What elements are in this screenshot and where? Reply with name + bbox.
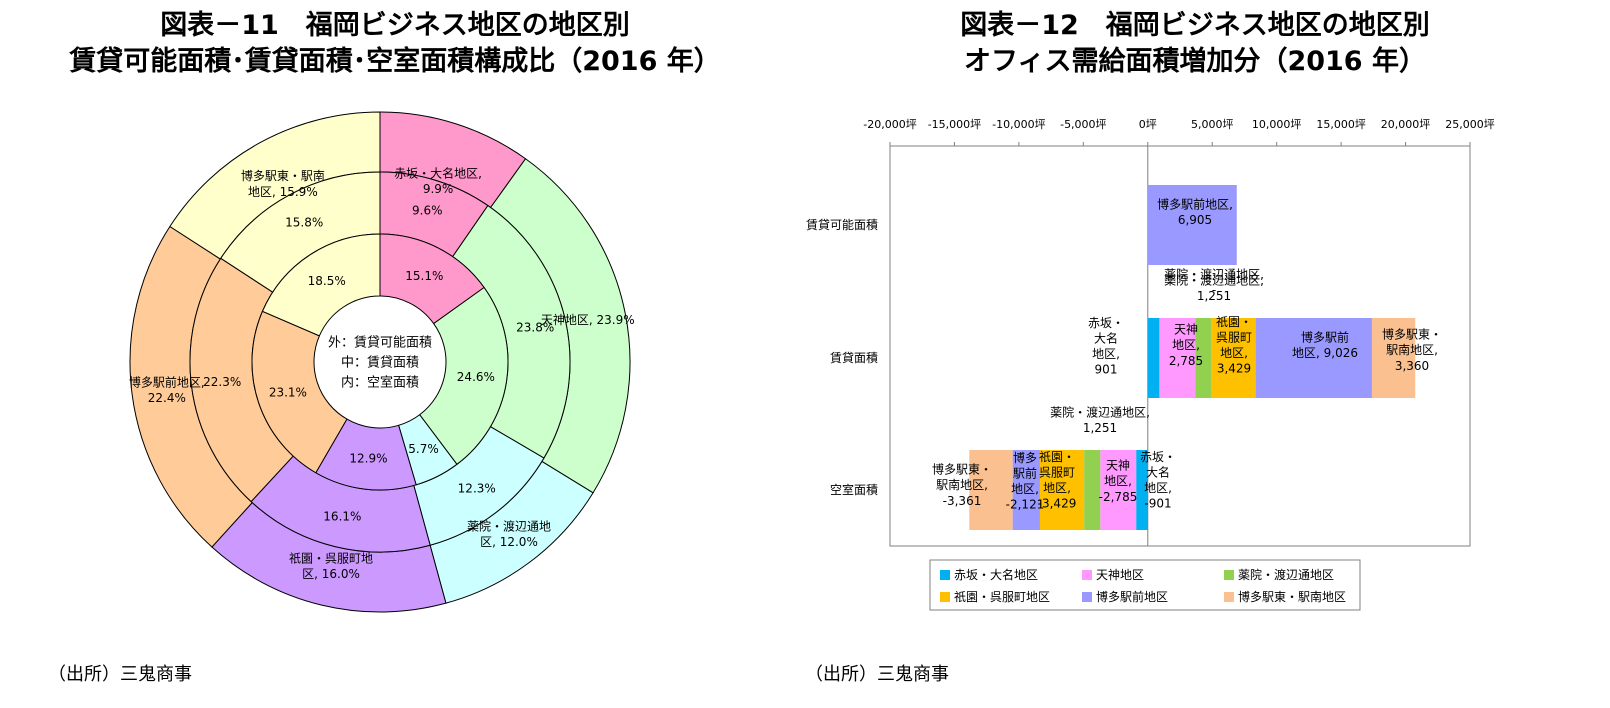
donut-outer-label-2: 薬院・渡辺通地区, 12.0% [467,518,551,549]
donut-label-ring1-5: 15.8% [285,215,323,229]
data-label-1-4: 博多駅前地区, 9,026 [1292,329,1358,360]
data-label-2-3: 祇園・呉服町地区, -3,429 [1038,450,1077,511]
data-label-2-1: 天神地区, -2,785 [1099,459,1138,504]
donut-label-ring2-0: 15.1% [405,269,443,283]
legend-swatch-4 [1082,592,1092,602]
bar-1-0 [1147,318,1160,398]
bar-2-1 [1100,450,1137,530]
chart-title-left: 図表－11 福岡ビジネス地区の地区別 賃貸可能面積･賃貸面積･空室面積構成比（2… [0,8,790,80]
category-label-1: 賃貸面積 [830,350,878,365]
legend-label-0: 赤坂・大名地区 [954,567,1038,582]
x-tick-label-7: 15,000坪 [1316,118,1366,131]
stacked-bar-chart: -20,000坪 -15,000坪 -10,000坪 -5,000坪 0坪 5,000坪 1… [806,118,1495,611]
legend-swatch-0 [940,570,950,580]
data-label-1-0: 赤坂・大名地区, 901 [1088,316,1124,377]
bar-2-4 [1012,450,1040,530]
data-label-1-3: 祇園・呉服町地区, 3,429 [1216,315,1252,376]
data-label-2-5: 博多駅東・駅南地区, -3,361 [932,462,992,508]
donut-chart: 9.6% 23.8% 12.3% 16.1% 22.3% 15.8% 15.1% 24.6% 5… [129,111,635,613]
donut-outer-label-5: 博多駅東・駅南地区, 15.9% [241,168,325,199]
x-tick-label-5: 5,000坪 [1191,118,1234,131]
donut-outer-label-0: 赤坂・大名地区, 9.9% [394,165,482,196]
legend-box [929,559,1361,611]
legend-label-2: 薬院・渡辺通地区 [1238,567,1334,582]
donut-slice-ring2-4 [251,310,348,474]
data-label-0-2: 薬院・渡辺通地区, - [1164,266,1264,297]
donut-label-ring1-3: 16.1% [323,510,361,524]
legend-label-1: 天神地区 [1096,568,1144,582]
x-tick-label-9: 25,000坪 [1445,118,1495,131]
donut-outer-label-4: 博多駅前地区, 22.4% [129,374,205,405]
category-label-0: 賃貸可能面積 [806,217,878,232]
x-tick-label-2: -10,000坪 [992,118,1045,131]
category-label-2: 空室面積 [830,482,878,497]
data-label-2-4: 博多駅前地区, -2,121 [1006,450,1045,512]
source-note-left: （出所）三鬼商事 [48,664,192,685]
data-label-1-2: 薬院・渡辺通地区, 1,251 [1164,272,1264,303]
data-label-2-2: 薬院・渡辺通地区, 1,251 [1050,404,1150,435]
legend-swatch-5 [1224,592,1234,602]
chart-title-right: 図表－12 福岡ビジネス地区の地区別 オフィス需給面積増加分（2016 年） [800,8,1590,80]
donut-label-ring2-5: 18.5% [308,274,346,288]
donut-center-label-2: 内：空室面積 [341,375,419,391]
x-tick-label-6: 10,000坪 [1252,118,1302,131]
chart-title-right-line1: 図表－12 福岡ビジネス地区の地区別 [960,10,1430,41]
bar-2-3 [1039,450,1085,530]
legend-swatch-2 [1224,570,1234,580]
legend-label-5: 博多駅東・駅南地区 [1238,589,1346,604]
legend-label-4: 博多駅前地区 [1096,589,1168,604]
donut-label-ring2-2: 5.7% [408,442,439,456]
bar-1-3 [1211,318,1256,398]
donut-label-ring1-1: 23.8% [516,321,554,335]
donut-outer-label-1: 天神地区, 23.9% [541,313,635,327]
donut-outer-label-3: 祇園・呉服町地区, 16.0% [289,552,373,582]
chart-title-left-line2: 賃貸可能面積･賃貸面積･空室面積構成比（2016 年） [69,46,721,77]
bar-1-4 [1255,318,1372,398]
donut-label-ring2-3: 12.9% [349,452,387,466]
x-tick-label-3: -5,000坪 [1060,118,1106,131]
donut-slice-ring2-1 [418,286,509,466]
chart-title-right-line2: オフィス需給面積増加分（2016 年） [963,46,1426,77]
donut-label-ring1-4: 22.3% [203,375,241,389]
data-label-0-4: 博多駅前地区, 6,905 [1157,196,1233,227]
x-tick-label-0: -20,000坪 [863,118,916,131]
donut-center-label-0: 外：賃貸可能面積 [328,335,432,351]
donut-label-ring1-0: 9.6% [412,203,443,217]
donut-label-ring1-2: 12.3% [458,481,496,495]
bar-1-2 [1195,318,1212,398]
bar-2-0 [1136,450,1148,530]
x-tick-label-1: -15,000坪 [928,118,981,131]
donut-slice-ring2-5 [261,233,381,337]
source-note-right: （出所）三鬼商事 [805,664,949,685]
bar-1-5 [1371,318,1416,398]
donut-label-ring2-1: 24.6% [457,370,495,384]
bar-2-2 [1084,450,1101,530]
donut-label-ring2-4: 23.1% [269,386,307,400]
data-label-2-0: 赤坂・大名地区, -901 [1140,450,1176,511]
x-tick-label-8: 20,000坪 [1381,118,1431,131]
data-label-1-5: 博多駅東・駅南地区, 3,360 [1382,327,1442,373]
legend-swatch-1 [1082,570,1092,580]
donut-center-label-1: 中：賃貸面積 [341,355,419,371]
chart-title-left-line1: 図表－11 福岡ビジネス地区の地区別 [160,10,630,41]
bar-1-1 [1159,318,1196,398]
legend-label-3: 祇園・呉服町地区 [954,590,1050,604]
plot-area [889,145,1471,547]
x-tick-label-4: 0坪 [1139,118,1157,131]
bar-0-4 [1147,185,1237,265]
data-label-1-1: 天神地区, 2,785 [1169,323,1203,368]
legend-swatch-3 [940,592,950,602]
bar-2-5 [969,450,1013,530]
